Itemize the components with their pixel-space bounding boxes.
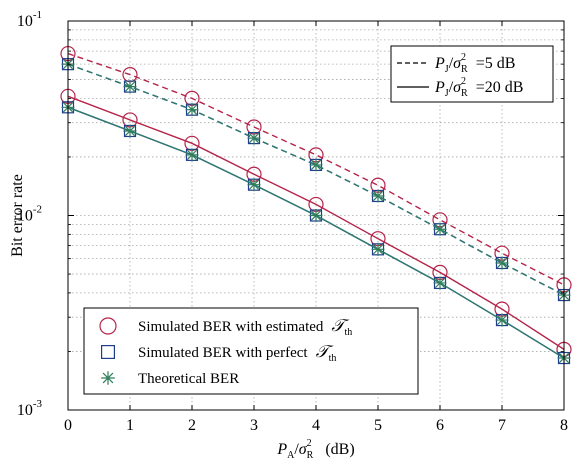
marker-asterisk <box>309 158 323 172</box>
axis-ticks: 0 1 2 3 4 5 6 7 8 10-1 10-2 10-3 <box>17 9 568 434</box>
x-label-unit: (dB) <box>325 441 354 458</box>
series-line <box>67 63 565 296</box>
marker-asterisk <box>123 124 137 138</box>
legend-linestyle-label: PJ/σ2 R =20 dB <box>434 76 523 99</box>
legend-marker-label: Simulated BER with perfect 𝒯th <box>138 342 336 364</box>
x-tick-label: 8 <box>560 417 568 434</box>
x-label-slash: / <box>294 441 299 458</box>
x-axis-label: PA/σ2 R (dB) <box>276 438 354 461</box>
marker-legend: Simulated BER with estimated 𝒯th Simulated… <box>83 307 419 395</box>
marker-square <box>100 345 115 360</box>
marker-asterisk <box>247 131 261 145</box>
y-axis-label: Bit error rate <box>9 174 26 257</box>
series-line <box>67 52 565 286</box>
marker-asterisk <box>495 256 509 270</box>
legend-marker-label: Simulated BER with estimated 𝒯th <box>138 316 352 338</box>
marker-legend-box <box>83 307 419 395</box>
series-layer <box>60 45 572 365</box>
x-tick-label: 4 <box>312 417 320 434</box>
linestyle-legend-box <box>390 45 554 103</box>
x-label-p: P <box>276 441 287 458</box>
x-label-sigma-sub: R <box>307 450 314 461</box>
legend-marker-label: Theoretical BER <box>138 371 239 387</box>
marker-asterisk <box>185 103 199 117</box>
x-tick-label: 2 <box>188 417 196 434</box>
marker-asterisk <box>495 313 509 327</box>
x-tick-label: 7 <box>498 417 506 434</box>
legend-linestyle-label: PJ/σ2 R =5 dB <box>434 52 515 75</box>
marker-asterisk <box>247 178 261 192</box>
marker-asterisk <box>101 371 115 385</box>
marker-asterisk <box>309 209 323 222</box>
marker-asterisk <box>371 242 385 256</box>
y-tick-label: 10-3 <box>17 398 43 419</box>
x-label-p-sub: A <box>287 450 295 461</box>
y-tick-label: 10-2 <box>17 204 42 225</box>
marker-asterisk <box>433 222 447 236</box>
series-line <box>67 95 565 350</box>
x-tick-label: 0 <box>64 417 72 434</box>
x-label-sigma-sup: 2 <box>307 438 312 449</box>
x-tick-label: 6 <box>436 417 444 434</box>
x-tick-label: 3 <box>250 417 258 434</box>
marker-circle <box>99 317 117 335</box>
marker-asterisk <box>123 80 137 94</box>
marker-asterisk <box>185 148 199 162</box>
x-tick-label: 5 <box>374 417 382 434</box>
y-tick-label: 10-1 <box>17 9 42 30</box>
x-label-sigma: σ <box>299 441 308 458</box>
x-tick-label: 1 <box>126 417 134 434</box>
marker-asterisk <box>433 276 447 290</box>
marker-asterisk <box>371 189 385 203</box>
